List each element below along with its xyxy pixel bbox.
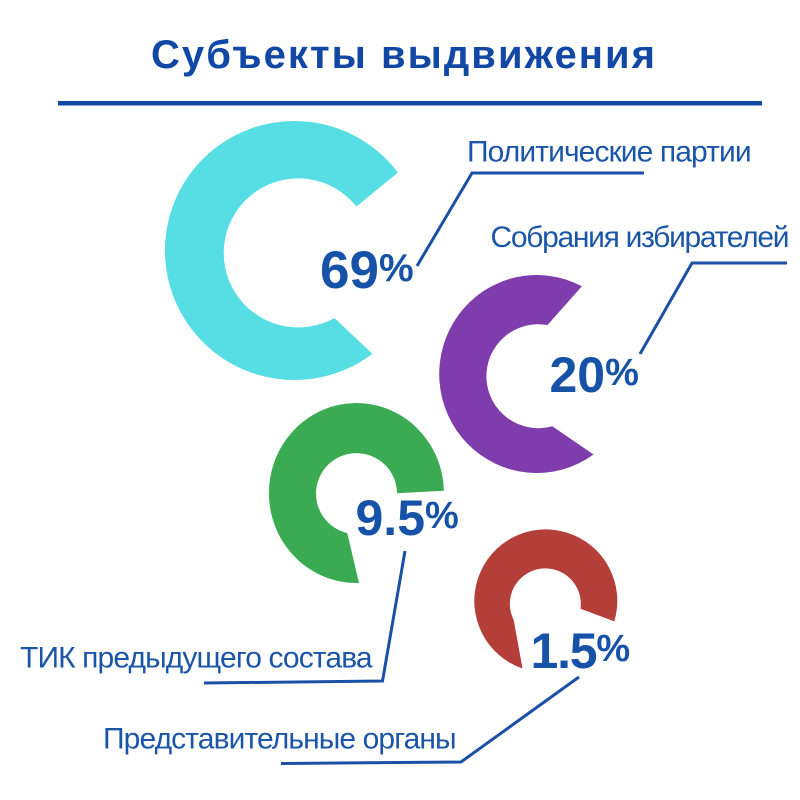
svg-text:9.5%: 9.5% bbox=[356, 490, 459, 546]
svg-text:Представительные органы: Представительные органы bbox=[103, 723, 456, 756]
svg-text:69%: 69% bbox=[320, 241, 414, 300]
svg-text:Субъекты выдвижения: Субъекты выдвижения bbox=[151, 33, 657, 77]
svg-text:ТИК предыдущего состава: ТИК предыдущего состава bbox=[20, 642, 373, 675]
svg-text:20%: 20% bbox=[550, 347, 639, 403]
svg-text:Собрания избирателей: Собрания избирателей bbox=[491, 221, 789, 254]
svg-text:Политические партии: Политические партии bbox=[467, 136, 751, 169]
svg-text:1.5%: 1.5% bbox=[531, 623, 630, 679]
